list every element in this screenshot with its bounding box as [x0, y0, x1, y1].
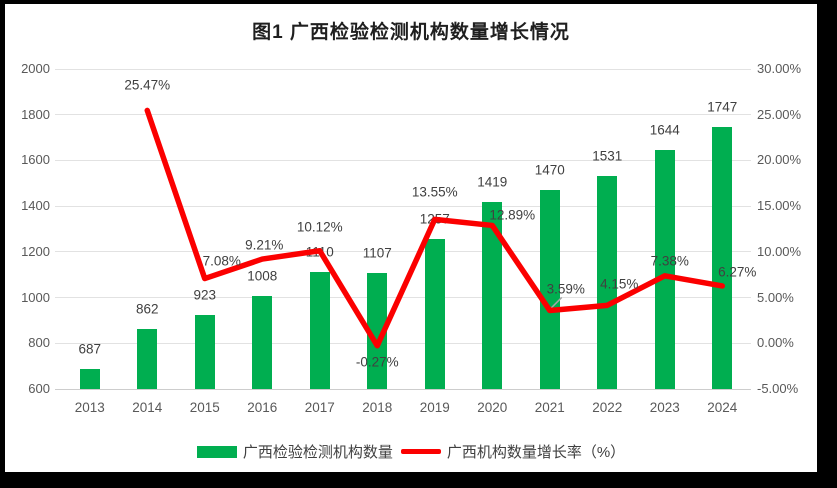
- line-value-label-2016: 9.21%: [245, 237, 284, 253]
- gridline-1000: [55, 297, 751, 299]
- bar-2016: [252, 295, 273, 389]
- right-axis-tick-7: 30.00%: [757, 61, 802, 76]
- gridline-1200: [55, 251, 751, 253]
- bar-value-label-2020: 1419: [477, 174, 508, 190]
- bar-value-label-2021: 1470: [534, 162, 565, 178]
- bar-2015: [194, 315, 215, 389]
- left-axis-tick-1200: 1200: [21, 243, 50, 259]
- chart-title: 图1 广西检验检测机构数量增长情况: [252, 22, 570, 43]
- x-axis-label-2024: 2024: [707, 400, 738, 415]
- x-axis-label-2014: 2014: [132, 400, 163, 415]
- bar-2017: [309, 272, 330, 389]
- x-axis-label-2020: 2020: [477, 400, 508, 415]
- bar-value-label-2018: 1107: [362, 245, 392, 261]
- bar-2021: [539, 190, 560, 389]
- bar-2019: [424, 238, 445, 389]
- legend: 广西检验检测机构数量 广西机构数量增长率（%）: [5, 441, 817, 462]
- gridline-1600: [55, 159, 751, 161]
- gridline-800: [55, 342, 751, 344]
- line-value-label-2015: 7.08%: [202, 253, 241, 269]
- x-axis-label-2013: 2013: [74, 400, 105, 415]
- bar-value-label-2016: 1008: [247, 268, 278, 284]
- x-axis-label-2015: 2015: [189, 400, 220, 415]
- legend-bar-label: 广西检验检测机构数量: [242, 444, 393, 461]
- x-axis-label-2018: 2018: [362, 400, 393, 415]
- legend-line-swatch-icon: [400, 449, 441, 454]
- line-value-label-2020: 12.89%: [489, 207, 536, 223]
- right-axis-tick-4: 15.00%: [757, 198, 802, 214]
- line-value-label-2024: 6.27%: [718, 264, 757, 280]
- line-value-label-2023: 7.38%: [650, 253, 689, 269]
- line-value-label-2017: 10.12%: [296, 219, 343, 235]
- right-axis-tick-1: 0.00%: [757, 335, 794, 351]
- line-value-label-2022: 4.15%: [600, 276, 639, 292]
- left-axis-tick-1000: 1000: [21, 289, 50, 305]
- bar-value-label-2023: 1644: [649, 122, 680, 138]
- x-axis-label-2016: 2016: [247, 400, 278, 415]
- right-axis-tick-6: 25.00%: [757, 106, 802, 122]
- bar-2024: [712, 126, 733, 389]
- data-label-leader-line: [550, 296, 563, 309]
- left-axis-tick-600: 600: [28, 381, 50, 396]
- x-axis-label-2021: 2021: [534, 400, 565, 415]
- x-axis-label-2022: 2022: [592, 400, 623, 415]
- gridline-1400: [55, 205, 751, 207]
- right-axis-tick-2: 5.00%: [757, 289, 794, 305]
- left-axis-tick-1400: 1400: [21, 198, 50, 214]
- left-axis-tick-2000: 2000: [21, 61, 50, 76]
- growth-rate-polyline: [144, 107, 725, 349]
- right-axis-tick-3: 10.00%: [757, 243, 802, 259]
- legend-bar-swatch-icon: [196, 445, 237, 458]
- bar-2022: [597, 176, 618, 389]
- bar-2013: [79, 369, 100, 389]
- gridline-600: [55, 388, 751, 390]
- line-value-label-2019: 13.55%: [411, 184, 458, 200]
- left-axis-tick-1800: 1800: [21, 106, 50, 122]
- bar-value-label-2014: 862: [135, 301, 159, 317]
- line-value-label-2014: 25.47%: [124, 77, 171, 93]
- x-axis-label-2019: 2019: [419, 400, 450, 415]
- bar-2023: [654, 150, 675, 389]
- bar-value-label-2024: 1747: [707, 99, 738, 115]
- line-value-label-2021: 3.59%: [546, 281, 585, 297]
- bar-2020: [482, 201, 503, 389]
- bar-value-label-2013: 687: [78, 341, 102, 357]
- bar-value-label-2022: 1531: [592, 148, 623, 164]
- x-axis-label-2023: 2023: [649, 400, 680, 415]
- legend-line-label: 广西机构数量增长率（%）: [446, 444, 626, 461]
- plot-area: 600 -5.00% 800 0.00% 1000 5.00% 1200 10.00% 1400…: [5, 4, 817, 472]
- line-value-label-2018: -0.27%: [355, 354, 399, 370]
- bar-value-label-2015: 923: [193, 287, 217, 303]
- right-axis-tick-5: 20.00%: [757, 152, 802, 168]
- growth-rate-line-series: [144, 107, 725, 349]
- left-axis-tick-800: 800: [28, 335, 50, 351]
- right-axis-tick-0: -5.00%: [757, 381, 799, 396]
- gridline-1800: [55, 114, 751, 116]
- bar-2018: [367, 273, 388, 389]
- bar-2014: [137, 329, 158, 389]
- gridline-2000: [55, 68, 751, 70]
- left-axis-tick-1600: 1600: [21, 152, 50, 168]
- chart-canvas: 图1 广西检验检测机构数量增长情况 600 -5.00% 800 0.00% 1000 5…: [5, 4, 817, 472]
- x-axis-label-2017: 2017: [304, 400, 335, 415]
